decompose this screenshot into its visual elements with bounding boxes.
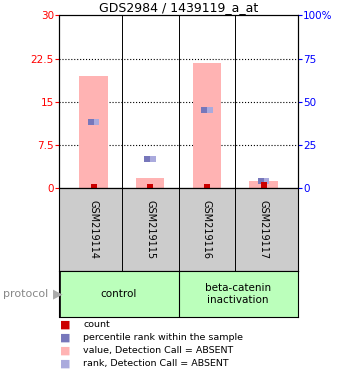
Bar <box>136 178 164 188</box>
Point <box>94 119 99 125</box>
Text: rank, Detection Call = ABSENT: rank, Detection Call = ABSENT <box>83 359 229 368</box>
Point <box>258 177 264 184</box>
Bar <box>79 76 108 188</box>
Point <box>261 182 266 188</box>
Point <box>88 119 94 125</box>
Bar <box>178 271 298 317</box>
Text: GSM219115: GSM219115 <box>145 200 155 259</box>
Bar <box>193 63 221 188</box>
Point <box>91 184 96 190</box>
Text: GSM219116: GSM219116 <box>202 200 212 259</box>
Text: percentile rank within the sample: percentile rank within the sample <box>83 333 243 342</box>
Text: control: control <box>101 289 137 299</box>
Point <box>148 184 153 190</box>
Text: value, Detection Call = ABSENT: value, Detection Call = ABSENT <box>83 346 234 355</box>
Text: count: count <box>83 320 110 329</box>
Text: ■: ■ <box>59 333 70 343</box>
Text: ■: ■ <box>59 359 70 369</box>
Point <box>264 177 269 184</box>
Title: GDS2984 / 1439119_a_at: GDS2984 / 1439119_a_at <box>99 1 258 14</box>
Text: ■: ■ <box>59 346 70 356</box>
Text: GSM219114: GSM219114 <box>88 200 99 259</box>
Text: GSM219117: GSM219117 <box>258 200 269 259</box>
Text: protocol: protocol <box>3 289 49 299</box>
Point <box>207 107 212 114</box>
Text: ▶: ▶ <box>53 287 62 300</box>
Point <box>201 107 207 114</box>
Point <box>150 156 156 162</box>
Bar <box>249 181 278 188</box>
Point <box>204 184 209 190</box>
Text: beta-catenin
inactivation: beta-catenin inactivation <box>205 283 271 305</box>
Bar <box>59 271 178 317</box>
Point <box>144 156 150 162</box>
Text: ■: ■ <box>59 319 70 329</box>
